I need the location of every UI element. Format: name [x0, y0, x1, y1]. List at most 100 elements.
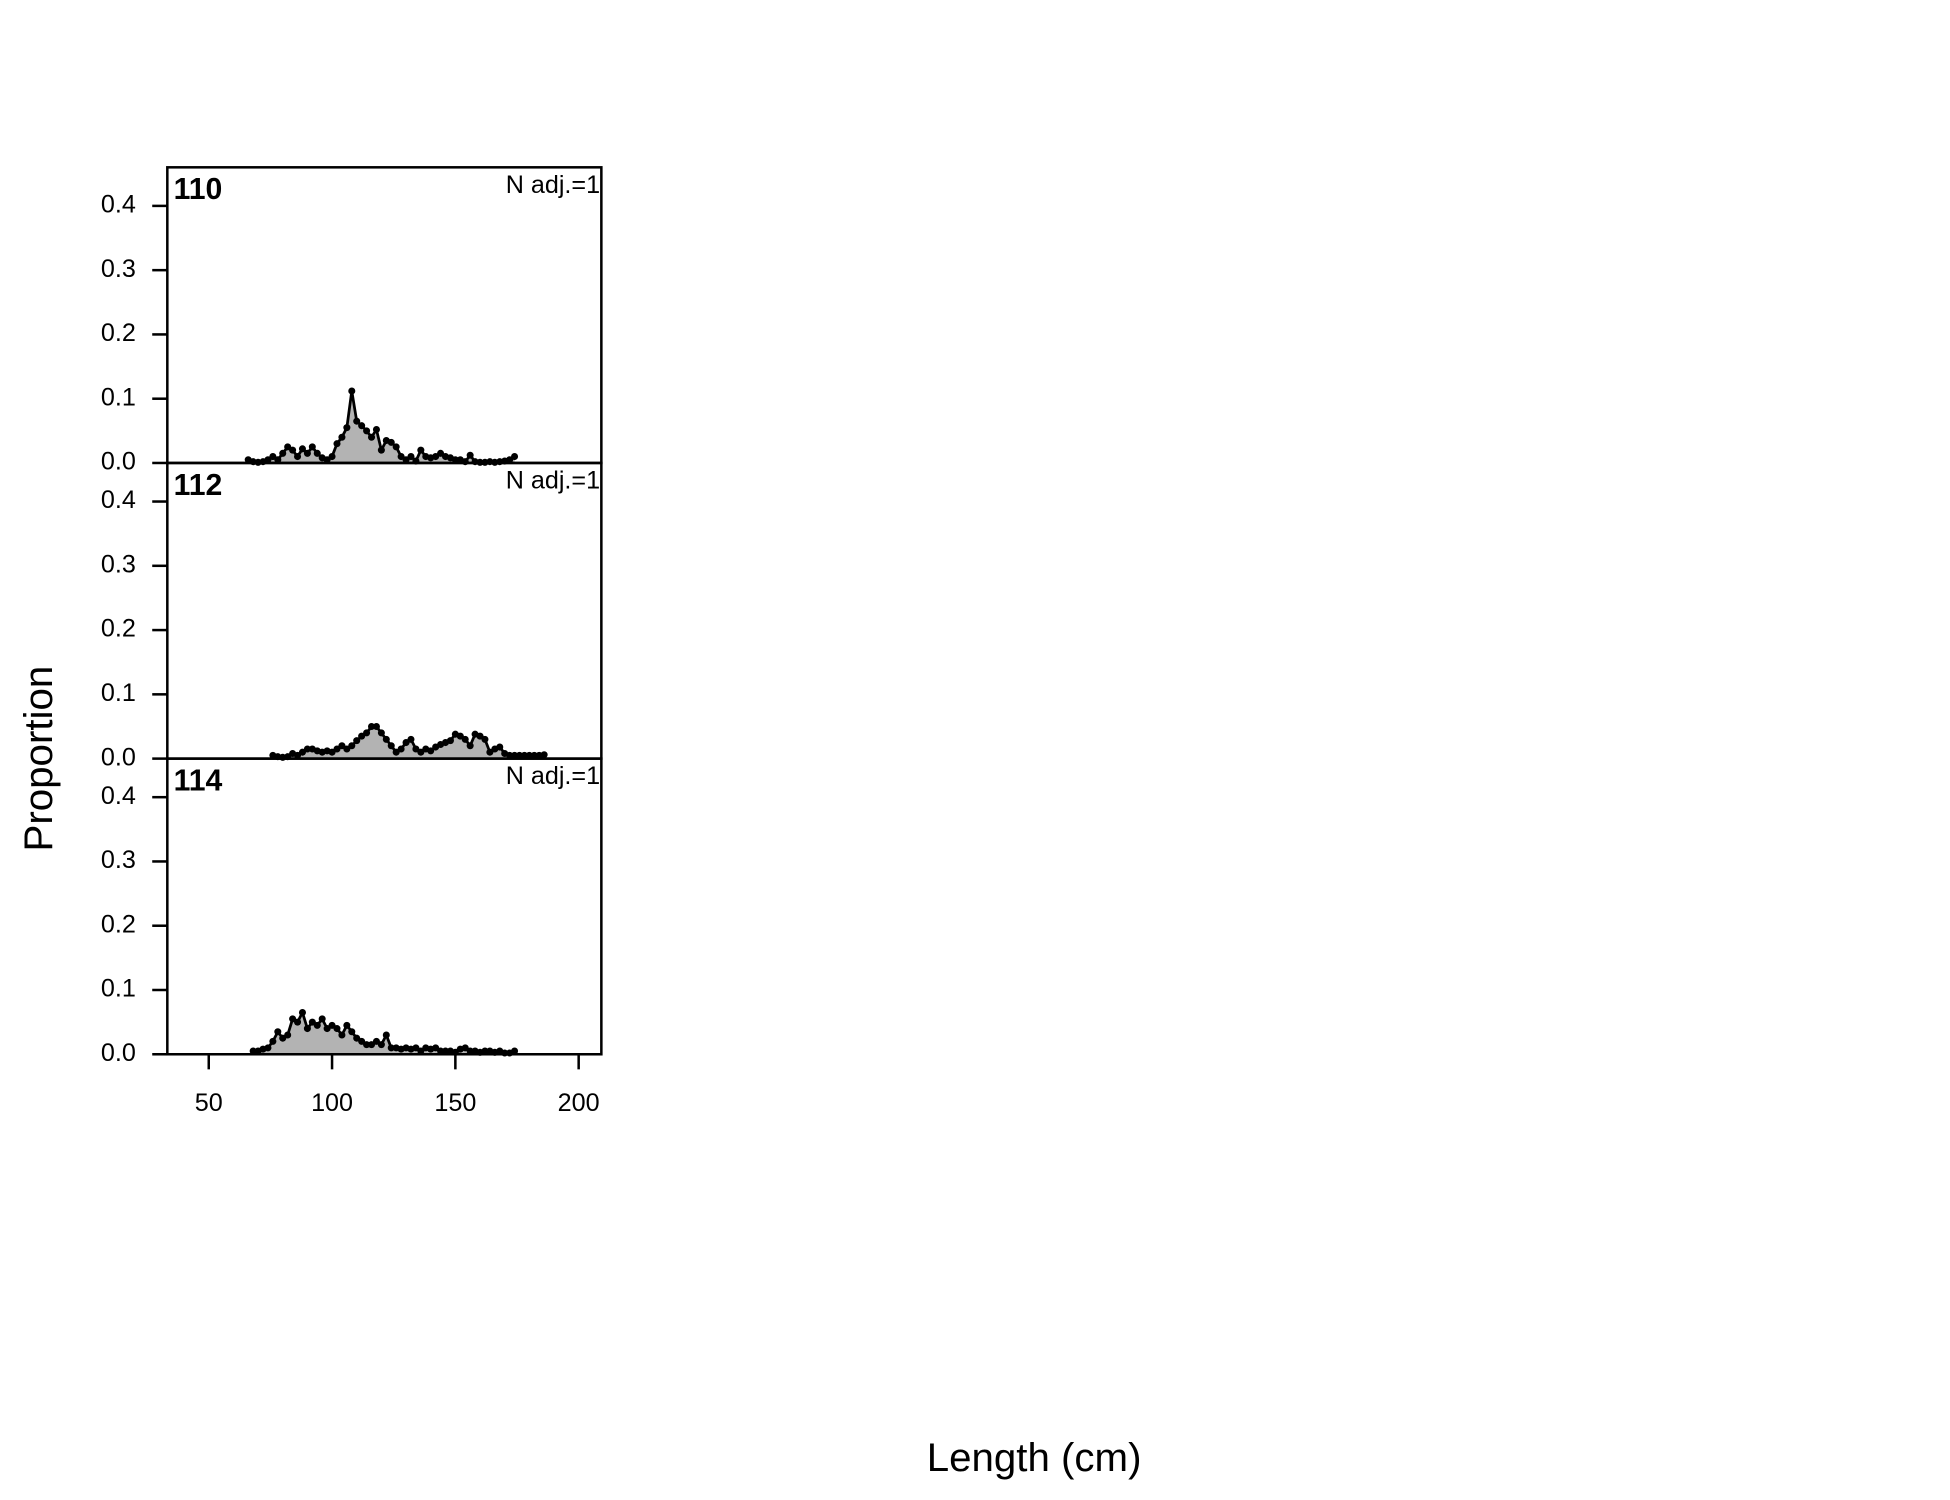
y-tick-label: 0.2 — [101, 319, 136, 347]
x-axis-label: Length (cm) — [927, 1435, 1142, 1480]
panel-annotation: N adj.=1 — [506, 466, 600, 494]
data-point — [387, 438, 395, 446]
data-point — [264, 1044, 272, 1052]
data-point — [348, 1028, 356, 1036]
y-tick-label: 0.1 — [101, 679, 136, 707]
data-point — [387, 742, 395, 750]
data-point — [481, 1047, 489, 1055]
data-point — [338, 1031, 346, 1039]
y-tick-label: 0.2 — [101, 910, 136, 938]
data-point — [338, 433, 346, 441]
data-point — [397, 745, 405, 753]
data-point — [269, 1037, 277, 1045]
data-point — [343, 1021, 351, 1029]
data-point — [417, 446, 425, 454]
data-point — [294, 1018, 302, 1026]
data-point — [298, 445, 306, 453]
data-point — [353, 417, 361, 425]
y-tick-label: 0.4 — [101, 486, 136, 514]
y-tick-label: 0.0 — [101, 1039, 136, 1067]
data-point — [289, 446, 297, 454]
data-point — [358, 422, 366, 430]
data-point — [530, 751, 538, 759]
data-point — [515, 751, 524, 759]
data-point — [284, 1031, 292, 1039]
x-tick-label: 150 — [434, 1089, 476, 1117]
y-tick-label: 0.0 — [101, 448, 136, 476]
data-point — [363, 427, 371, 435]
y-tick-label: 0.3 — [101, 846, 136, 874]
data-point — [525, 751, 533, 759]
y-tick-label: 0.4 — [101, 782, 136, 810]
data-point — [367, 433, 376, 441]
panel-frame — [166, 166, 603, 465]
y-tick-label: 0.1 — [101, 383, 136, 411]
data-point — [441, 1047, 450, 1055]
data-point — [294, 453, 302, 461]
data-point — [382, 735, 390, 743]
data-point — [328, 453, 336, 461]
y-tick-label: 0.3 — [101, 255, 136, 283]
data-point — [377, 729, 385, 737]
data-point — [313, 1021, 321, 1029]
panel-title: 114 — [174, 764, 223, 797]
data-point — [496, 743, 504, 751]
y-tick-label: 0.2 — [101, 615, 136, 643]
data-point — [466, 742, 474, 750]
data-point — [407, 735, 415, 743]
y-tick-label: 0.0 — [101, 743, 136, 771]
data-point — [249, 1047, 257, 1055]
data-point — [540, 751, 548, 759]
panel-title: 110 — [174, 173, 223, 206]
data-point — [451, 456, 459, 464]
x-tick-label: 200 — [558, 1089, 600, 1117]
y-axis-label: Proportion — [16, 666, 61, 852]
data-point — [377, 446, 385, 454]
data-point — [387, 1044, 395, 1052]
data-point — [367, 722, 376, 731]
data-point — [511, 453, 519, 461]
data-point — [333, 440, 341, 448]
data-point — [274, 1028, 282, 1036]
data-point — [303, 449, 311, 457]
data-point — [382, 1031, 390, 1039]
data-point — [481, 735, 489, 743]
y-tick-label: 0.1 — [101, 975, 136, 1003]
data-point — [446, 737, 454, 745]
data-point — [348, 742, 356, 750]
data-point — [520, 751, 528, 759]
data-point — [318, 1015, 326, 1023]
panel-annotation: N adj.=1 — [506, 171, 600, 199]
data-point — [407, 453, 415, 461]
y-tick-label: 0.4 — [101, 191, 136, 219]
data-point — [392, 443, 400, 451]
data-point — [303, 745, 311, 753]
x-tick-label: 50 — [195, 1089, 223, 1117]
data-point — [466, 451, 474, 459]
y-tick-label: 0.3 — [101, 550, 136, 578]
data-point — [343, 424, 351, 432]
panel-title: 112 — [174, 469, 223, 502]
data-point — [511, 751, 519, 759]
data-point — [313, 449, 321, 457]
data-point — [308, 443, 316, 451]
data-point — [303, 1025, 311, 1033]
data-point — [437, 1047, 445, 1055]
data-point — [363, 729, 371, 737]
data-point — [511, 1047, 519, 1055]
data-point — [461, 735, 469, 743]
area-fill — [253, 1012, 515, 1055]
data-point — [372, 722, 380, 731]
data-point — [466, 1047, 474, 1055]
panel-annotation: N adj.=1 — [506, 762, 600, 790]
data-point — [427, 747, 435, 755]
data-point — [333, 1025, 341, 1033]
x-tick-label: 100 — [311, 1089, 353, 1117]
panel-frame — [166, 757, 603, 1056]
panel-frame — [166, 461, 603, 760]
data-point — [279, 449, 287, 457]
data-point — [348, 387, 356, 395]
data-point — [274, 456, 282, 464]
data-point — [353, 737, 361, 745]
